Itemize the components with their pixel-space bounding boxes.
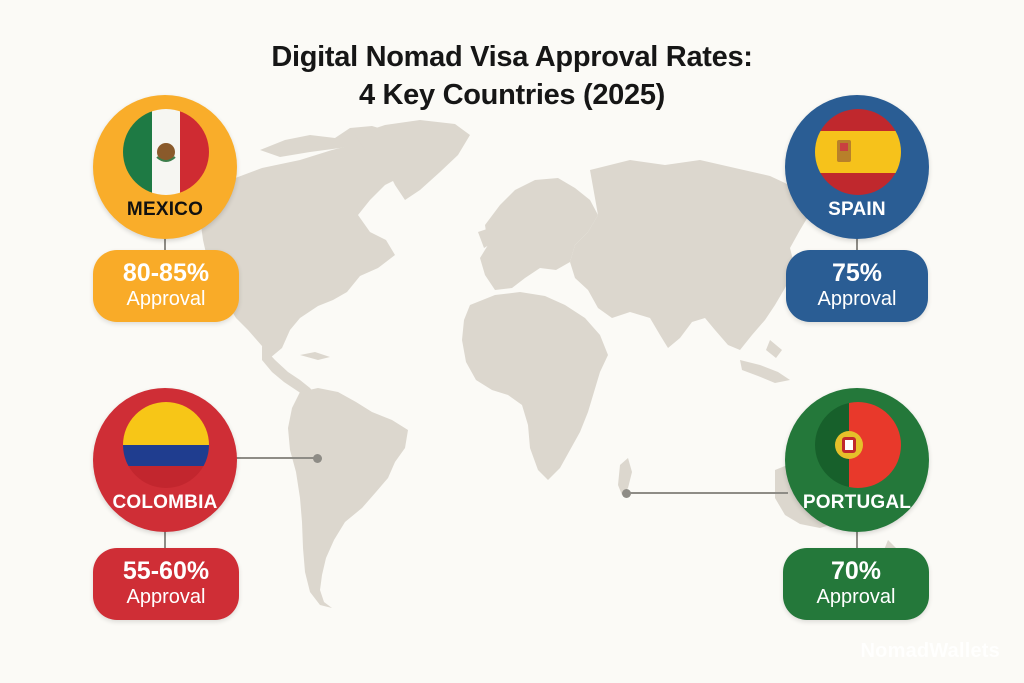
portugal-rate-label: Approval: [816, 586, 896, 608]
colombia-flag-icon: [123, 402, 209, 488]
spain-rate-label: Approval: [817, 288, 897, 310]
mexico-connector: [164, 237, 166, 251]
europe-shape: [480, 178, 598, 290]
colombia-rate-pill: 55-60% Approval: [93, 548, 239, 620]
title-line-1: Digital Nomad Visa Approval Rates:: [271, 41, 753, 73]
greenland-shape: [355, 120, 470, 200]
chart-title: Digital Nomad Visa Approval Rates: 4 Key…: [0, 38, 1024, 114]
spain-rate: 75%: [831, 259, 883, 287]
portugal-map-marker: [622, 489, 631, 498]
portugal-label: PORTUGAL: [802, 492, 912, 513]
title-line-2: 4 Key Countries (2025): [358, 79, 666, 111]
colombia-map-connector: [236, 457, 316, 459]
south-america-shape: [288, 388, 408, 608]
colombia-label: COLOMBIA: [112, 492, 218, 513]
spain-flag-icon: [815, 109, 901, 195]
colombia-map-marker: [313, 454, 322, 463]
portugal-rate-pill: 70% Approval: [783, 548, 929, 620]
mexico-label: MEXICO: [126, 199, 204, 220]
portugal-rate: 70%: [830, 557, 882, 585]
colombia-badge: COLOMBIA: [93, 388, 237, 532]
colombia-rate-label: Approval: [126, 586, 206, 608]
watermark: NomadWallets: [860, 640, 1000, 662]
mexico-rate-label: Approval: [126, 288, 206, 310]
spain-rate-pill: 75% Approval: [786, 250, 928, 322]
spain-connector: [856, 237, 858, 251]
colombia-connector: [164, 530, 166, 549]
portugal-map-connector: [628, 492, 788, 494]
mexico-flag-icon: [123, 109, 209, 195]
spain-badge: SPAIN: [785, 95, 929, 239]
mexico-rate: 80-85%: [122, 259, 210, 287]
spain-label: SPAIN: [828, 199, 886, 220]
portugal-flag-icon: [815, 402, 901, 488]
asia-shape: [570, 160, 812, 350]
portugal-connector: [856, 530, 858, 549]
north-america-shape: [200, 140, 438, 358]
colombia-rate: 55-60%: [122, 557, 210, 585]
mexico-rate-pill: 80-85% Approval: [93, 250, 239, 322]
mexico-badge: MEXICO: [93, 95, 237, 239]
africa-shape: [462, 292, 608, 480]
portugal-badge: PORTUGAL: [785, 388, 929, 532]
